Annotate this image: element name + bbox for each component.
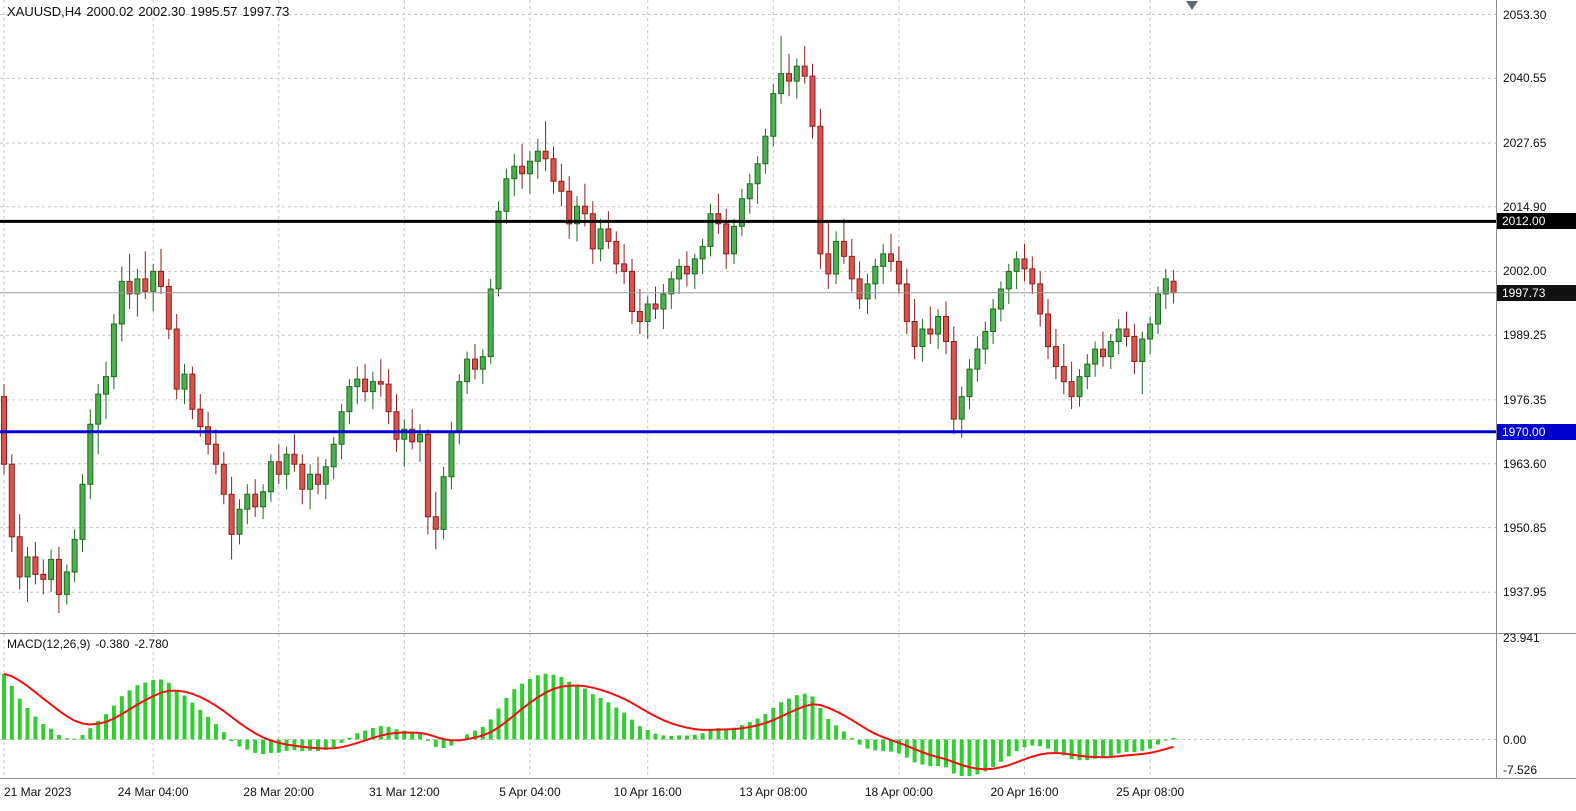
time-tick-label: 28 Mar 20:00 xyxy=(243,785,315,799)
price-tick-label: 2027.65 xyxy=(1503,135,1547,150)
time-tick-label: 24 Mar 04:00 xyxy=(117,785,189,799)
time-tick-label: 18 Apr 00:00 xyxy=(864,785,933,799)
time-tick-label: 10 Apr 16:00 xyxy=(613,785,682,799)
high-value: 2002.30 xyxy=(138,4,186,19)
price-axis[interactable]: 2053.30 2040.55 2027.65 2014.90 2002.00 1989.… xyxy=(1496,0,1576,778)
down-candle-bodies xyxy=(1,65,1177,595)
up-candle-bodies xyxy=(24,65,1169,595)
chart-shift-marker-icon[interactable] xyxy=(1186,1,1198,10)
low-value: 1995.57 xyxy=(190,4,238,19)
time-tick-label: 21 Mar 2023 xyxy=(4,785,72,799)
macd-readout: MACD(12,26,9) -0.380 -2.780 xyxy=(7,637,173,651)
open-value: 2000.02 xyxy=(86,4,134,19)
macd-signal-value: -2.780 xyxy=(134,637,169,651)
current-price-badge: 1997.73 xyxy=(1497,284,1576,301)
time-tick-label: 5 Apr 04:00 xyxy=(499,785,561,799)
support-line-badge: 1970.00 xyxy=(1497,423,1576,440)
price-chart-canvas[interactable] xyxy=(0,0,1496,632)
time-tick-label: 13 Apr 08:00 xyxy=(739,785,808,799)
time-tick-label: 20 Apr 16:00 xyxy=(990,785,1059,799)
ohlc-readout: XAUUSD,H4 2000.02 2002.30 1995.57 1997.73 xyxy=(7,4,294,19)
price-tick-label: 1976.35 xyxy=(1503,392,1547,407)
macd-signal-line xyxy=(3,672,1174,771)
time-tick-label: 31 Mar 12:00 xyxy=(368,785,440,799)
time-axis[interactable]: 21 Mar 2023 24 Mar 04:00 28 Mar 20:00 31 Ma… xyxy=(0,779,1576,811)
price-tick-label: 1950.85 xyxy=(1503,520,1547,535)
price-tick-label: 1937.95 xyxy=(1503,585,1547,600)
macd-indicator-label: MACD(12,26,9) xyxy=(7,637,91,651)
price-tick-label: 2014.90 xyxy=(1503,199,1547,214)
macd-main-value: -0.380 xyxy=(95,637,130,651)
price-tick-label: 1963.60 xyxy=(1503,456,1547,471)
time-axis-separator xyxy=(0,778,1576,779)
macd-histogram xyxy=(2,673,1176,776)
symbol-timeframe-label: XAUUSD,H4 xyxy=(7,4,82,19)
price-tick-label: 2002.00 xyxy=(1503,264,1547,279)
macd-indicator-canvas[interactable] xyxy=(0,634,1496,776)
close-value: 1997.73 xyxy=(242,4,290,19)
panel-separator[interactable] xyxy=(0,633,1576,634)
candlesticks xyxy=(1,36,1177,613)
price-tick-label: 2040.55 xyxy=(1503,71,1547,86)
time-tick-label: 25 Apr 08:00 xyxy=(1116,785,1185,799)
resistance-line-badge: 2012.00 xyxy=(1497,213,1576,230)
macd-tick-label: 0.00 xyxy=(1503,732,1527,747)
main-gridlines xyxy=(0,0,1496,632)
price-tick-label: 2053.30 xyxy=(1503,7,1547,22)
macd-tick-label: -7.526 xyxy=(1503,763,1538,777)
macd-tick-label: 23.941 xyxy=(1503,631,1540,645)
price-tick-label: 1989.25 xyxy=(1503,328,1547,343)
